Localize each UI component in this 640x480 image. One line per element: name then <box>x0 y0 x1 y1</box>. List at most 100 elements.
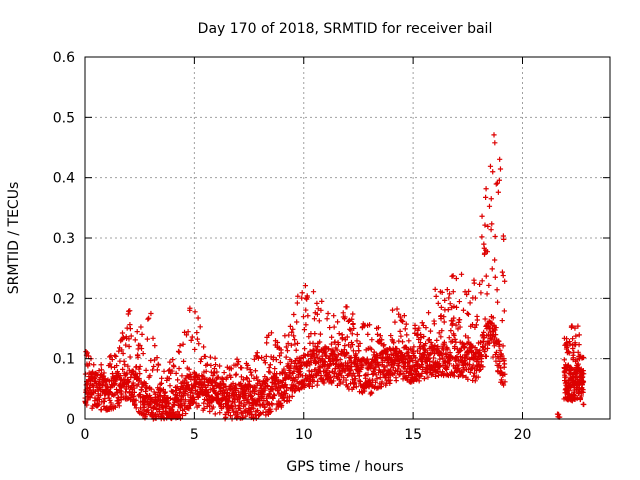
data-point <box>496 341 503 347</box>
data-point <box>146 315 152 321</box>
data-point <box>224 389 231 396</box>
data-point <box>467 369 473 376</box>
data-point <box>196 341 202 347</box>
data-point <box>235 361 241 367</box>
data-point <box>500 382 507 388</box>
data-point <box>131 389 138 395</box>
data-point <box>475 356 481 362</box>
data-point <box>189 334 195 340</box>
data-point <box>482 316 488 322</box>
data-point <box>489 266 495 272</box>
data-point <box>127 354 133 360</box>
data-point <box>350 311 356 317</box>
data-point <box>344 304 350 310</box>
data-point <box>377 375 383 381</box>
data-point <box>227 413 234 419</box>
data-point <box>403 321 409 327</box>
data-point <box>406 338 412 344</box>
data-point <box>488 227 494 233</box>
data-point <box>109 356 115 363</box>
data-point <box>438 304 444 310</box>
y-tick-label: 0.2 <box>53 291 75 307</box>
data-point <box>193 372 200 378</box>
data-point <box>215 374 221 380</box>
data-point <box>404 332 410 338</box>
data-point <box>175 385 181 392</box>
data-point <box>365 371 371 378</box>
data-point <box>214 369 220 375</box>
data-point <box>457 348 463 354</box>
data-point <box>210 383 216 389</box>
data-point <box>341 375 347 381</box>
data-point <box>464 310 470 317</box>
data-point <box>453 304 460 310</box>
data-point <box>299 295 305 301</box>
data-point <box>566 388 572 394</box>
data-point <box>470 362 476 368</box>
data-point <box>457 324 463 330</box>
data-point <box>372 367 378 373</box>
data-point <box>302 353 308 359</box>
data-point <box>441 319 447 325</box>
data-point <box>430 355 437 361</box>
data-point <box>337 357 343 363</box>
data-point <box>272 365 278 372</box>
data-point <box>322 359 328 365</box>
data-point <box>501 308 507 314</box>
data-point <box>270 354 277 360</box>
data-point <box>123 386 129 392</box>
data-point <box>238 365 245 371</box>
data-point <box>165 395 171 401</box>
data-point <box>187 305 193 311</box>
data-point <box>167 367 173 373</box>
data-point <box>446 291 453 297</box>
data-point <box>257 410 264 417</box>
data-point <box>217 363 223 369</box>
data-point <box>167 383 173 389</box>
data-point <box>441 341 448 347</box>
data-point <box>447 301 453 307</box>
data-point <box>320 368 327 374</box>
data-point <box>302 346 308 352</box>
data-point <box>301 327 308 333</box>
data-point <box>307 362 313 368</box>
data-point <box>228 374 234 380</box>
data-point <box>201 344 207 350</box>
data-point <box>291 333 297 339</box>
data-point <box>391 340 397 346</box>
data-point <box>98 367 105 373</box>
data-point <box>479 234 485 240</box>
data-point <box>374 331 381 337</box>
data-point <box>453 339 459 345</box>
data-point <box>462 344 468 350</box>
data-point <box>180 358 187 364</box>
data-point <box>247 367 253 373</box>
data-point <box>259 354 265 361</box>
data-point <box>576 342 582 348</box>
data-point <box>379 379 385 385</box>
data-point <box>492 257 498 263</box>
data-point <box>389 307 396 313</box>
data-point <box>265 377 271 383</box>
data-point <box>188 373 194 379</box>
data-point <box>176 365 182 372</box>
data-point <box>465 335 471 341</box>
data-point <box>493 181 499 187</box>
x-tick-label: 15 <box>404 427 422 443</box>
data-point <box>450 318 456 324</box>
data-point <box>254 374 260 380</box>
data-point <box>228 366 235 372</box>
data-point <box>310 340 316 346</box>
data-point <box>351 381 357 387</box>
data-point <box>352 376 358 382</box>
data-point <box>484 291 490 297</box>
data-point <box>135 354 141 360</box>
data-point <box>208 369 214 375</box>
data-point <box>404 368 410 375</box>
data-point <box>473 322 479 328</box>
data-point <box>177 343 183 349</box>
data-point <box>231 409 237 415</box>
data-point <box>348 367 354 373</box>
data-point <box>340 379 346 385</box>
data-point <box>84 350 90 356</box>
